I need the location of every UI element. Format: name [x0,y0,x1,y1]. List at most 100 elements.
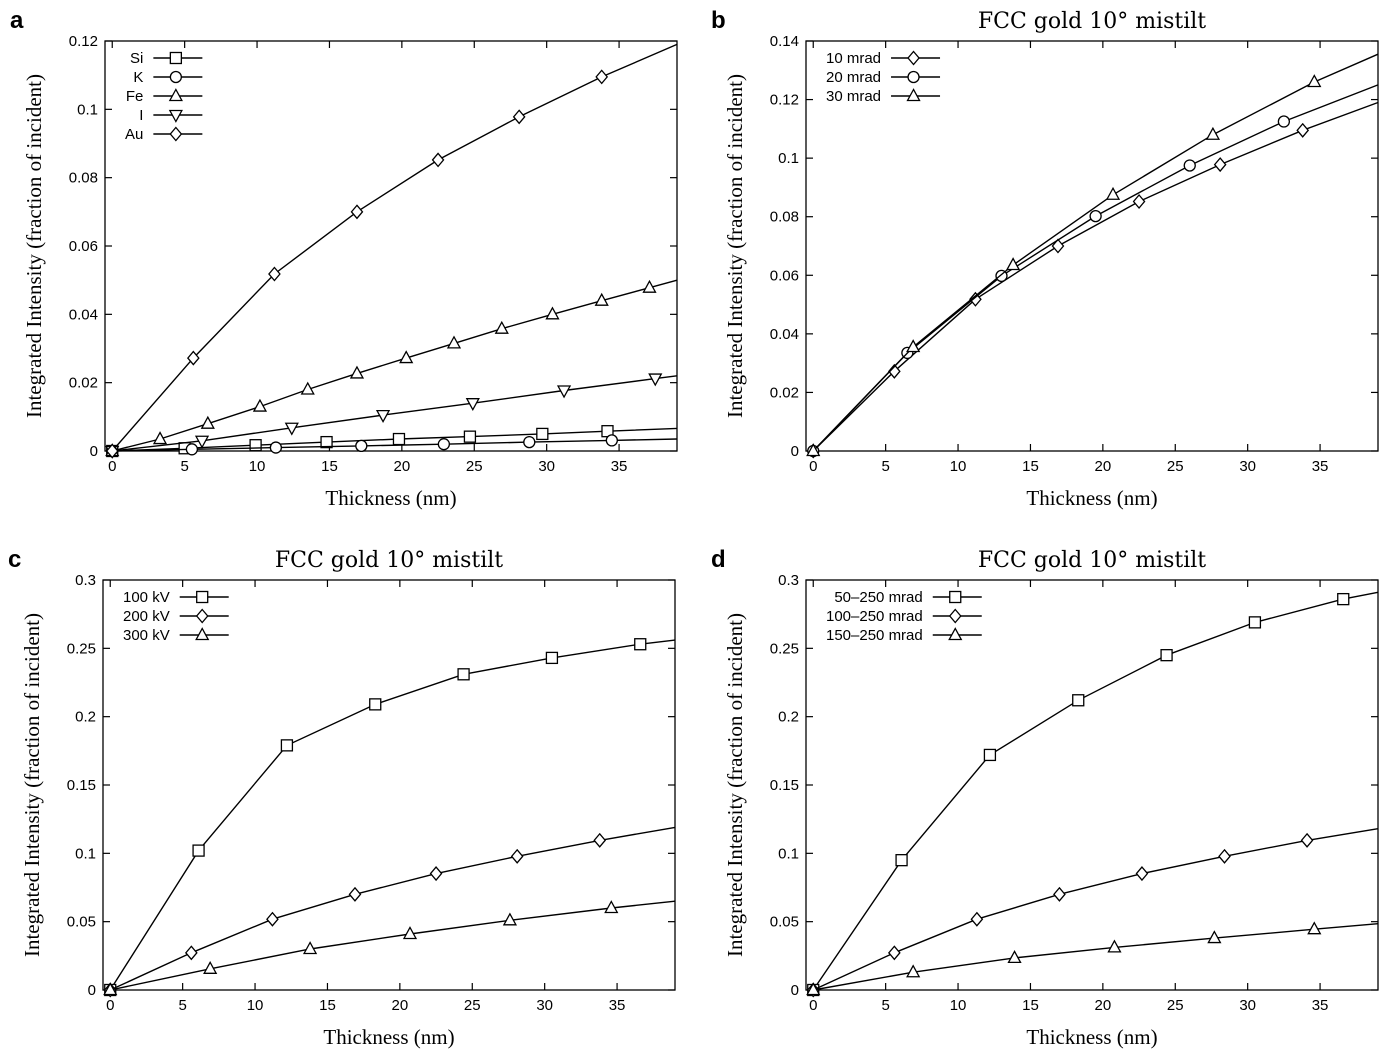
data-point [280,739,294,752]
data-point [536,427,549,441]
data-point [1053,886,1066,902]
data-point [983,748,997,762]
x-tick-label: 20 [1095,997,1112,1014]
data-point [1160,649,1173,662]
y-tick-label: 0.25 [67,640,96,657]
plot-frame [104,40,678,452]
data-point [266,911,279,927]
chart-panel-d: d FCC gold 10° mistilt 0 5 10 15 20 25 30 35 0 0.05… [711,546,1379,1049]
data-point [887,363,901,379]
chart-title: FCC gold 10° mistilt [978,548,1206,573]
x-tick-label: 35 [1312,458,1329,475]
series-line [112,279,678,452]
data-point [556,385,572,399]
series-line [812,591,1379,991]
data-point [1248,616,1262,629]
legend-marker [169,51,183,65]
x-axis-title: Thickness (nm) [1026,486,1157,510]
data-point [1337,592,1350,606]
x-tick-label: 0 [809,458,817,475]
data-point [512,109,526,125]
data-point [806,982,821,996]
legend-label: 30 mrad [826,88,881,105]
x-axis-title: Thickness (nm) [323,1025,454,1049]
legend-label: 100 kV [123,589,170,606]
y-axis-title: Integrated Intensity (fraction of incide… [20,613,44,957]
legend-label: Fe [126,88,144,105]
panel-letter: d [711,546,726,573]
series-1 [106,434,678,458]
series-2 [105,279,678,457]
x-tick-label: 10 [950,458,967,475]
data-point [969,291,982,307]
legend-marker [168,109,183,123]
x-tick-label: 5 [180,458,188,475]
y-axis-title: Integrated Intensity (fraction of incide… [723,74,747,418]
data-point [593,832,607,848]
data-point [1213,157,1227,173]
legend-marker [169,70,183,84]
x-tick-label: 10 [950,997,967,1014]
series-line [112,438,678,452]
y-tick-label: 0.05 [67,914,96,931]
y-tick-label: 0.3 [75,572,96,589]
x-tick-label: 5 [881,458,889,475]
data-point [392,432,406,446]
x-tick-label: 35 [609,997,626,1014]
series-2 [103,900,676,996]
data-point [105,443,119,459]
data-point [1051,238,1065,254]
y-tick-label: 0.15 [67,777,96,794]
data-point [300,381,315,395]
data-point [369,698,382,711]
data-point [463,430,477,443]
plot-frame [805,40,1379,452]
data-point [350,204,364,220]
x-tick-label: 30 [1239,997,1256,1014]
data-point [595,69,609,85]
data-point [1300,832,1314,848]
series-line [109,639,676,991]
y-tick-label: 0 [88,982,96,999]
data-point [634,638,647,651]
chart-title: FCC gold 10° mistilt [275,548,503,573]
y-tick-label: 0 [791,443,799,460]
legend-label: Si [130,50,143,67]
x-tick-label: 30 [1239,458,1256,475]
y-tick-label: 0.08 [770,209,799,226]
x-tick-label: 35 [611,458,628,475]
data-point [399,350,414,364]
x-tick-label: 25 [464,997,481,1014]
chart-panel-a: a 0 5 10 15 20 25 30 35 0 0.02 0.04 0.06 0.08 0.1 0.12 T… [10,7,678,510]
y-tick-label: 0.05 [770,914,799,931]
y-tick-label: 0.15 [770,777,799,794]
series-line [812,84,1379,452]
data-point [1072,694,1085,707]
series-line [812,828,1379,991]
data-point [252,398,268,412]
x-tick-label: 5 [178,997,186,1014]
data-point [1089,209,1102,223]
data-point [510,848,524,864]
series-2 [806,53,1379,457]
legend-marker [949,590,962,604]
y-tick-label: 0 [791,982,799,999]
x-tick-label: 0 [106,997,114,1014]
x-tick-label: 10 [249,458,266,475]
data-point [502,912,518,926]
data-point [437,438,451,451]
data-point [200,415,215,429]
data-point [192,844,205,857]
x-tick-label: 15 [321,458,338,475]
data-point [545,651,559,665]
legend-label: 150–250 mrad [826,627,923,644]
x-tick-label: 25 [1167,997,1184,1014]
data-point [194,435,210,449]
data-point [906,339,921,353]
chart-panel-b: b FCC gold 10° mistilt 0 5 10 15 20 25 30 35 0 0.02… [711,7,1379,510]
x-tick-label: 5 [881,997,889,1014]
series-line [812,101,1379,452]
series-line [110,900,676,991]
legend-label: 300 kV [123,627,170,644]
